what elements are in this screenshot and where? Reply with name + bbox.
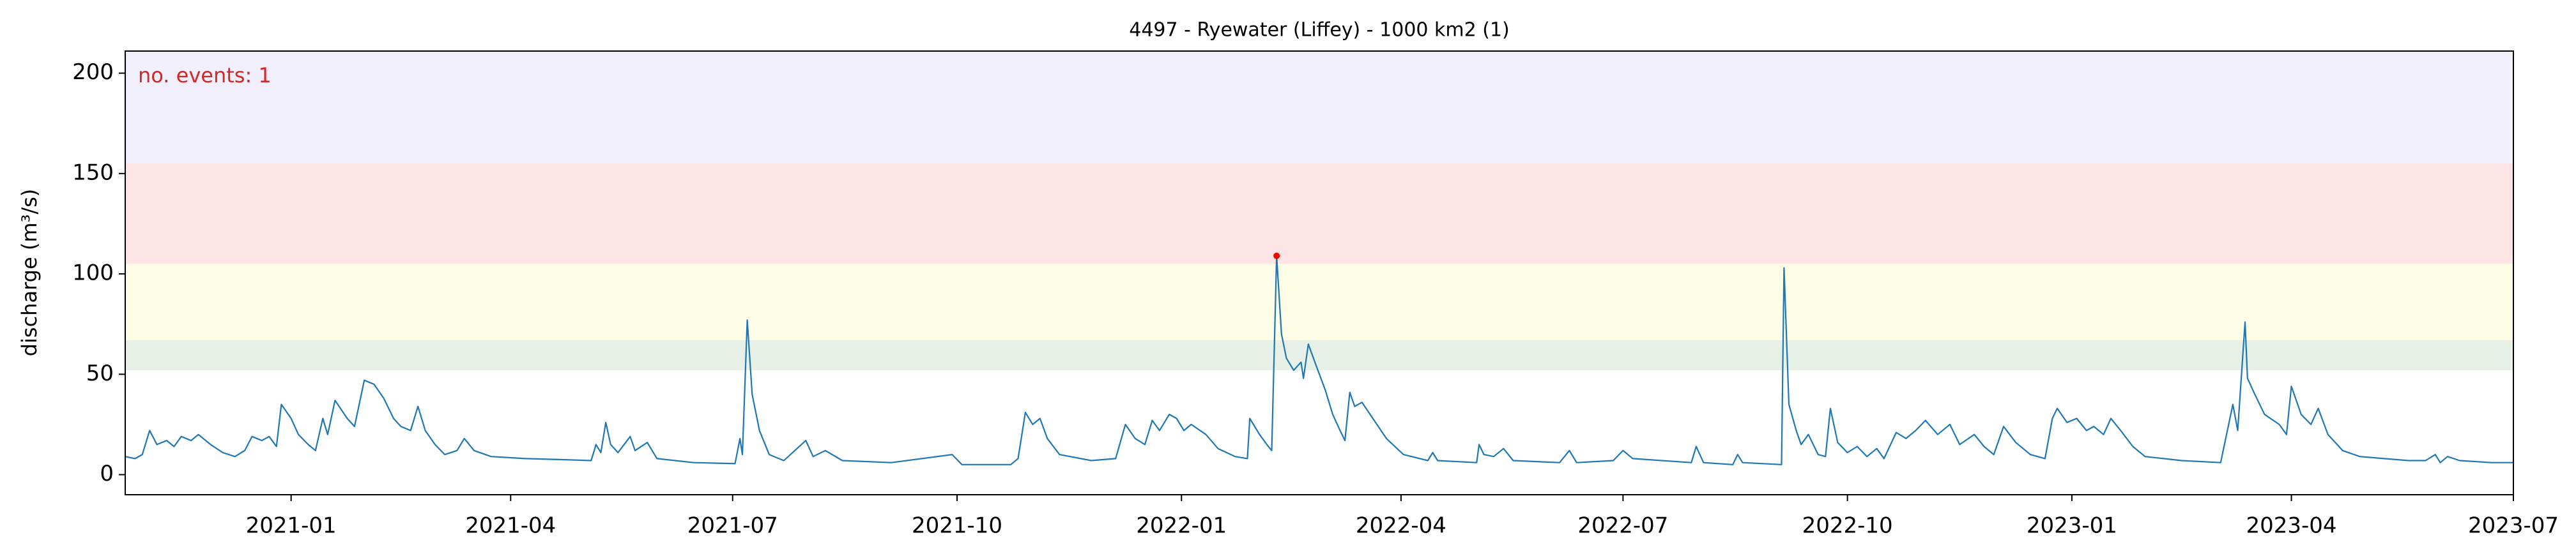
x-tick-label: 2023-04 — [2246, 513, 2337, 539]
event-marker — [1273, 252, 1280, 259]
x-tick-label: 2021-01 — [246, 513, 337, 539]
x-tick-label: 2023-07 — [2468, 513, 2559, 539]
threshold-band — [125, 163, 2513, 264]
x-tick-label: 2022-01 — [1136, 513, 1227, 539]
x-tick-label: 2022-10 — [1802, 513, 1893, 539]
plot-frame — [125, 50, 2514, 495]
threshold-band — [125, 340, 2513, 371]
x-tick-label: 2021-10 — [912, 513, 1002, 539]
y-tick-label: 50 — [86, 361, 114, 386]
x-tick-label: 2021-04 — [465, 513, 556, 539]
y-tick-label: 100 — [72, 260, 114, 286]
x-tick-label: 2023-01 — [2027, 513, 2117, 539]
chart-title: 4497 - Ryewater (Liffey) - 1000 km2 (1) — [1129, 19, 1510, 41]
x-tick-label: 2022-07 — [1577, 513, 1668, 539]
y-tick-label: 150 — [72, 160, 114, 185]
event-count: no. events: 1 — [138, 63, 272, 87]
y-tick-label: 200 — [72, 59, 114, 85]
threshold-band — [125, 51, 2513, 164]
threshold-band — [125, 264, 2513, 340]
x-tick-label: 2022-04 — [1356, 513, 1446, 539]
y-axis-label: discharge (m³/s) — [17, 189, 42, 357]
y-tick-label: 0 — [100, 461, 114, 486]
x-tick-label: 2021-07 — [687, 513, 778, 539]
discharge-line — [125, 255, 2513, 465]
